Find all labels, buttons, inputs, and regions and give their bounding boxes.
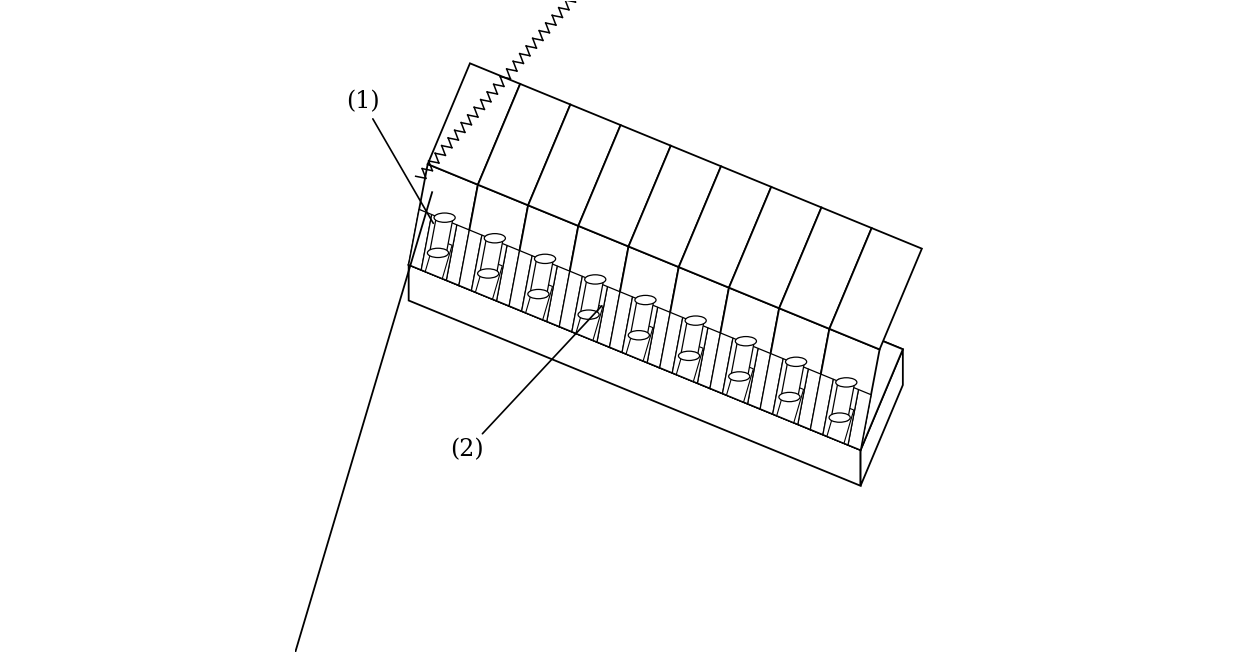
- Polygon shape: [575, 300, 603, 340]
- Ellipse shape: [686, 316, 707, 325]
- Polygon shape: [732, 338, 754, 379]
- Polygon shape: [760, 353, 784, 414]
- Polygon shape: [729, 187, 821, 308]
- Ellipse shape: [534, 254, 556, 264]
- Polygon shape: [559, 226, 629, 347]
- Polygon shape: [660, 312, 683, 373]
- Polygon shape: [409, 164, 501, 285]
- Polygon shape: [496, 246, 520, 306]
- Polygon shape: [578, 125, 671, 246]
- Polygon shape: [409, 164, 477, 285]
- Polygon shape: [422, 215, 456, 280]
- Polygon shape: [428, 63, 520, 185]
- Polygon shape: [781, 358, 804, 400]
- Polygon shape: [522, 256, 557, 321]
- Polygon shape: [832, 379, 854, 421]
- Polygon shape: [629, 146, 720, 267]
- Polygon shape: [480, 235, 502, 277]
- Ellipse shape: [779, 392, 800, 402]
- Polygon shape: [848, 390, 870, 450]
- Polygon shape: [811, 329, 879, 450]
- Polygon shape: [660, 267, 729, 389]
- Polygon shape: [459, 230, 482, 291]
- Polygon shape: [711, 333, 733, 393]
- Ellipse shape: [578, 310, 599, 319]
- Polygon shape: [528, 104, 620, 226]
- Polygon shape: [827, 403, 854, 443]
- Polygon shape: [672, 317, 708, 383]
- Polygon shape: [647, 307, 670, 368]
- Ellipse shape: [678, 351, 699, 360]
- Polygon shape: [610, 246, 702, 368]
- Polygon shape: [471, 235, 507, 301]
- Polygon shape: [823, 379, 858, 445]
- Polygon shape: [572, 276, 608, 342]
- Polygon shape: [409, 210, 432, 270]
- Ellipse shape: [528, 289, 549, 298]
- Polygon shape: [531, 255, 553, 297]
- Ellipse shape: [830, 413, 851, 422]
- Polygon shape: [811, 328, 903, 450]
- Polygon shape: [797, 369, 821, 430]
- Polygon shape: [446, 225, 470, 285]
- Polygon shape: [559, 226, 652, 347]
- Polygon shape: [477, 84, 570, 205]
- Polygon shape: [526, 279, 553, 320]
- Polygon shape: [773, 358, 808, 424]
- Polygon shape: [475, 259, 502, 299]
- Ellipse shape: [428, 248, 449, 257]
- Polygon shape: [660, 267, 753, 389]
- Ellipse shape: [434, 213, 455, 222]
- Polygon shape: [610, 292, 632, 352]
- Polygon shape: [631, 297, 653, 338]
- Polygon shape: [622, 297, 657, 362]
- Polygon shape: [409, 264, 861, 486]
- Polygon shape: [510, 205, 601, 326]
- Polygon shape: [723, 338, 758, 404]
- Polygon shape: [711, 288, 779, 409]
- Ellipse shape: [485, 234, 506, 243]
- Polygon shape: [580, 276, 603, 318]
- Polygon shape: [596, 287, 620, 347]
- Polygon shape: [510, 251, 532, 311]
- Polygon shape: [626, 321, 653, 361]
- Polygon shape: [676, 342, 703, 381]
- Polygon shape: [697, 328, 720, 389]
- Polygon shape: [425, 238, 453, 279]
- Ellipse shape: [785, 357, 807, 366]
- Polygon shape: [711, 287, 802, 409]
- Polygon shape: [610, 246, 678, 368]
- Polygon shape: [547, 266, 569, 326]
- Polygon shape: [681, 317, 703, 359]
- Polygon shape: [559, 271, 583, 332]
- Polygon shape: [776, 383, 804, 422]
- Polygon shape: [760, 308, 830, 430]
- Text: (2): (2): [450, 306, 601, 462]
- Polygon shape: [678, 167, 771, 288]
- Ellipse shape: [836, 377, 857, 387]
- Text: (1): (1): [346, 91, 433, 223]
- Polygon shape: [459, 185, 552, 306]
- Polygon shape: [830, 228, 921, 349]
- Polygon shape: [727, 362, 754, 402]
- Ellipse shape: [477, 269, 498, 278]
- Ellipse shape: [729, 372, 750, 381]
- Polygon shape: [409, 164, 903, 450]
- Polygon shape: [760, 308, 853, 430]
- Ellipse shape: [635, 295, 656, 305]
- Ellipse shape: [629, 330, 650, 340]
- Ellipse shape: [585, 275, 606, 284]
- Polygon shape: [430, 214, 453, 256]
- Polygon shape: [459, 185, 528, 306]
- Polygon shape: [811, 374, 833, 435]
- Polygon shape: [861, 349, 903, 486]
- Polygon shape: [510, 205, 578, 326]
- Polygon shape: [748, 348, 770, 409]
- Ellipse shape: [735, 336, 756, 346]
- Polygon shape: [779, 208, 872, 329]
